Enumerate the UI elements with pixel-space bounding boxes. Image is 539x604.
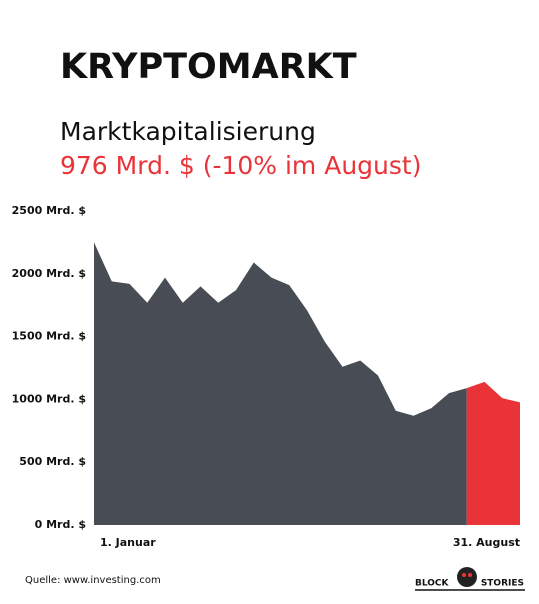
y-tick-label: 0 Mrd. $ (35, 518, 86, 531)
y-tick-label: 1000 Mrd. $ (12, 392, 86, 405)
x-tick-label: 31. August (453, 536, 520, 549)
highlight: 976 Mrd. $ (-10% im August) (60, 151, 421, 180)
chart-title: KRYPTOMARKT (60, 47, 357, 87)
chart-subtitle: Marktkapitalisierung (60, 117, 316, 146)
x-tick-label: 1. Januar (100, 536, 156, 549)
logo-text: STORIES (481, 579, 524, 589)
logo: BLOCK STORIES (415, 567, 525, 591)
y-tick-label: 2000 Mrd. $ (12, 267, 86, 280)
logo-eye (468, 573, 472, 577)
y-tick-label: 1500 Mrd. $ (12, 330, 86, 343)
area (466, 381, 520, 525)
y-tick-label: 2500 Mrd. $ (12, 204, 86, 217)
logo-eye (462, 573, 466, 577)
area (94, 242, 467, 525)
source: Quelle: www.investing.com (25, 575, 161, 586)
y-tick-label: 500 Mrd. $ (19, 455, 86, 468)
logo-text: BLOCK (415, 579, 450, 589)
logo-icon (457, 567, 477, 587)
